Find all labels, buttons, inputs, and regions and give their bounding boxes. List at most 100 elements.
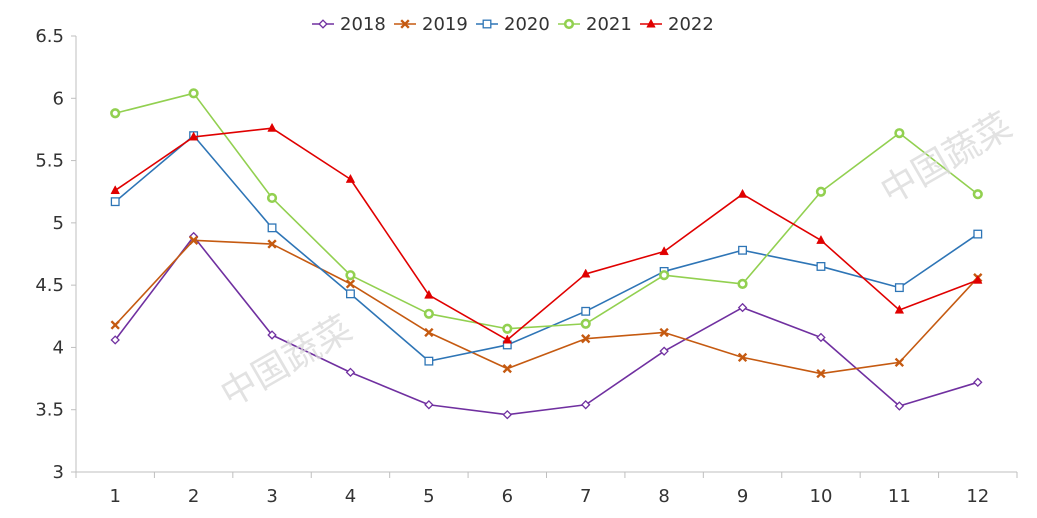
marker-stroke: [267, 239, 277, 249]
y-tick-label: 6: [53, 88, 64, 109]
x-tick-label: 8: [658, 486, 669, 507]
data-point-2020: [267, 223, 277, 233]
legend-item-2022: 2022: [640, 14, 714, 35]
legend-item-2020: 2020: [476, 14, 550, 35]
watermark-upper: 中国蔬菜: [874, 105, 1019, 213]
series-line-2022: [114, 127, 979, 341]
x-tick-label: 1: [109, 486, 120, 507]
series-2020: [110, 131, 983, 366]
data-point-2022: [973, 274, 983, 284]
data-point-2021: [580, 318, 591, 329]
y-tick-label: 6.5: [35, 26, 64, 47]
data-point-2021: [815, 186, 827, 197]
data-point-2019: [502, 363, 512, 374]
data-point-2019: [816, 368, 826, 379]
data-point-2022: [188, 131, 199, 141]
data-point-2018: [894, 401, 905, 411]
axes: 33.544.555.566.51 2 3 4 5 6 7 8 9 10 11 12: [35, 26, 1018, 507]
data-point-2021: [345, 270, 356, 281]
data-point-2020: [816, 262, 826, 271]
series-layer: [110, 88, 983, 420]
legend-marker: [400, 19, 410, 29]
marker-stroke: [502, 363, 512, 374]
data-point-2022: [894, 304, 905, 314]
marker-stroke: [400, 19, 410, 29]
x-tick-label: 6: [502, 486, 513, 507]
data-point-2018: [737, 302, 748, 313]
marker-stroke: [345, 279, 356, 289]
x-tick-label: 11: [888, 486, 911, 507]
series-line-2020: [114, 134, 979, 362]
marker-stroke: [110, 320, 120, 330]
data-point-2018: [659, 346, 669, 356]
marker-stroke: [816, 368, 826, 379]
marker-stroke: [894, 357, 905, 368]
data-point-2020: [973, 229, 983, 239]
y-tick-label: 5.5: [35, 151, 64, 172]
series-2021: [110, 88, 983, 334]
data-point-2022: [580, 268, 591, 278]
x-tick-label: 12: [966, 486, 989, 507]
x-tick-label: 4: [345, 486, 356, 507]
data-point-2018: [816, 332, 826, 343]
series-line-2019: [114, 239, 979, 375]
data-point-2022: [737, 188, 748, 198]
data-point-2022: [502, 334, 513, 344]
series-2022: [110, 122, 983, 344]
legend-label: 2019: [422, 14, 468, 35]
data-point-2020: [581, 306, 591, 316]
marker-stroke: [659, 327, 669, 338]
legend-item-2019: 2019: [394, 14, 468, 35]
legend: 2018 2019 2020 2021 2022: [312, 14, 714, 35]
data-point-2019: [894, 357, 905, 368]
data-point-2018: [580, 400, 591, 410]
series-2018: [110, 231, 983, 420]
data-point-2019: [110, 320, 120, 330]
data-point-2021: [188, 88, 199, 99]
data-point-2022: [424, 289, 434, 299]
legend-label: 2020: [504, 14, 550, 35]
x-tick-label: 3: [266, 486, 277, 507]
legend-item-2021: 2021: [558, 14, 632, 35]
y-tick-label: 5: [53, 213, 64, 234]
data-point-2022: [267, 122, 277, 132]
y-tick-label: 3: [53, 462, 64, 483]
series-line-2018: [114, 235, 979, 416]
legend-marker: [646, 18, 656, 28]
data-point-2021: [737, 278, 748, 289]
data-point-2019: [659, 327, 669, 338]
data-point-2021: [502, 323, 513, 334]
data-point-2018: [502, 409, 513, 420]
series-line-2021: [115, 92, 979, 330]
y-tick-label: 3.5: [35, 400, 64, 421]
legend-label: 2022: [668, 14, 714, 35]
data-point-2020: [110, 197, 120, 207]
data-point-2019: [581, 334, 591, 344]
data-point-2021: [266, 192, 278, 204]
data-point-2021: [894, 128, 905, 139]
legend-marker: [318, 19, 328, 29]
data-point-2019: [188, 235, 199, 245]
data-point-2018: [424, 400, 434, 410]
data-point-2019: [424, 327, 434, 338]
data-point-2018: [110, 335, 120, 345]
legend-item-2018: 2018: [312, 14, 386, 35]
data-point-2019: [737, 352, 748, 363]
data-point-2018: [973, 377, 983, 388]
data-point-2020: [894, 283, 904, 293]
data-point-2022: [110, 185, 120, 195]
data-point-2018: [345, 367, 356, 378]
legend-marker: [482, 19, 492, 29]
data-point-2021: [659, 270, 670, 281]
data-point-2022: [659, 246, 669, 256]
data-point-2021: [972, 189, 983, 200]
data-point-2021: [423, 308, 434, 319]
marker-stroke: [737, 352, 748, 363]
legend-label: 2021: [586, 14, 632, 35]
marker-stroke: [581, 334, 591, 344]
watermark-lower: 中国蔬菜: [214, 308, 359, 416]
legend-marker: [563, 18, 575, 30]
data-point-2022: [816, 234, 826, 244]
